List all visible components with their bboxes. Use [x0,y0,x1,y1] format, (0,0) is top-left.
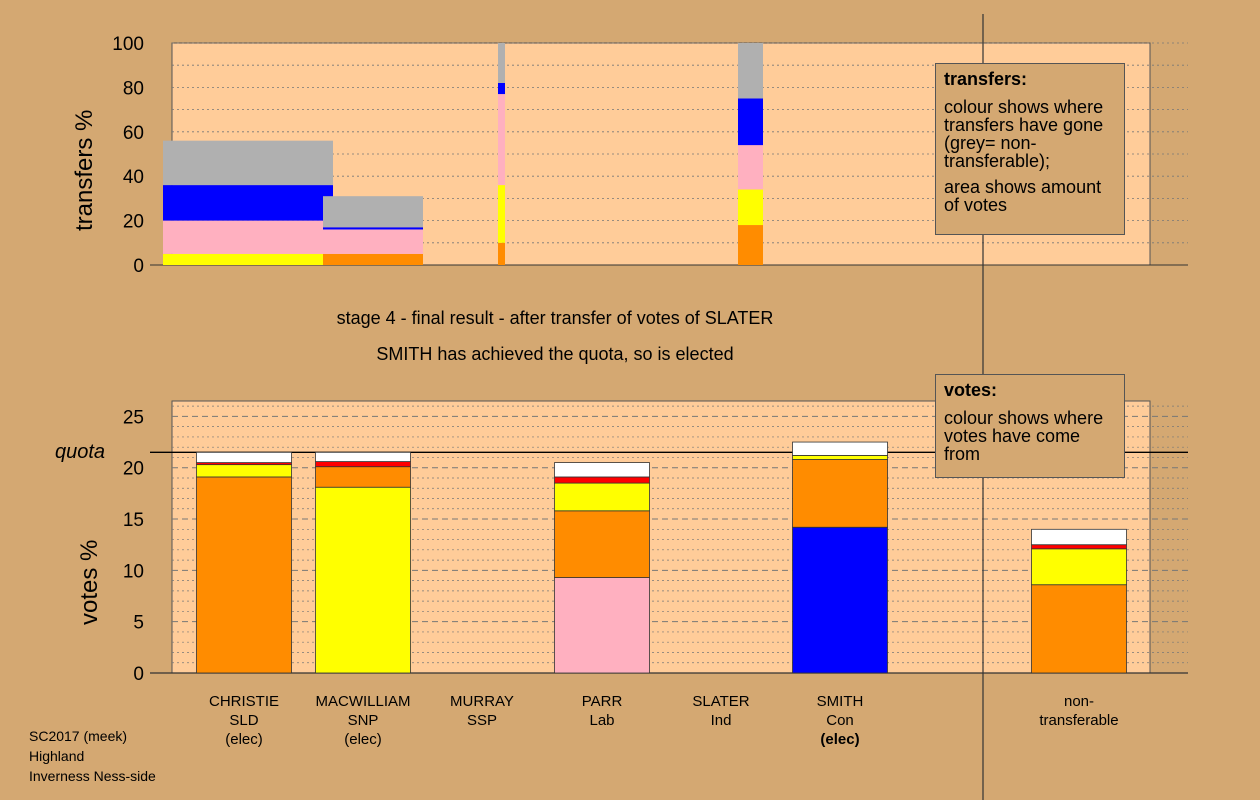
transfers-segment-nontransferable [738,43,763,99]
transfers-segment-nontransferable [163,140,333,186]
candidate-name: PARR [581,693,623,710]
transfers-y-tick-label: 100 [112,34,144,55]
source-line1: SC2017 (meek) [29,728,128,744]
votes-y-tick-label: 20 [123,459,144,480]
transfers-y-tick-label: 60 [123,123,144,144]
candidate-label-parr: PARR Lab [532,692,672,730]
votes-legend: votes: colour shows where votes have com… [935,374,1125,478]
transfers-segment-lab [498,94,505,186]
candidate-status: (elec) [225,731,263,748]
transfers-segment-sld [323,253,423,265]
votes-segment-ssp [554,476,650,484]
votes-segment-sld [554,510,650,578]
votes-segment-lab [554,577,650,674]
source-info: SC2017 (meek) Highland Inverness Ness-si… [29,726,156,786]
transfers-segment-lab [163,220,333,254]
transfers-y-tick-label: 80 [123,78,144,99]
votes-segment-ind [1031,528,1127,546]
votes-legend-heading: votes: [944,380,998,400]
transfers-segment-snp [738,189,763,226]
votes-legend-text1: colour shows where votes have come from [944,408,1104,464]
candidate-label-slater: SLATER Ind [651,692,791,730]
nontransferable-line1: non- [1063,693,1095,710]
transfers-segment-lab [738,145,763,190]
transfers-y-tick-label: 40 [123,167,144,188]
votes-segment-sld [196,476,292,674]
votes-segment-sld [792,459,888,528]
transfers-segment-snp [163,253,333,265]
candidate-party: Lab [589,712,615,729]
transfers-segment-snp [498,185,505,243]
candidate-label-murray: MURRAY SSP [412,692,552,730]
candidate-party: SSP [466,712,497,729]
transfers-legend-text2: area shows amount of votes [944,177,1102,215]
votes-segment-ind [196,451,292,463]
nontransferable-line2: transferable [1039,712,1119,729]
source-line2: Highland [29,748,85,764]
transfers-segment-nontransferable [323,196,423,228]
transfers-segment-sld [738,225,763,265]
votes-y-tick-label: 0 [133,664,144,685]
candidate-party: SNP [347,712,379,729]
transfers-axis-label: transfers % [71,109,98,231]
votes-segment-sld [1031,584,1127,674]
transfers-legend: transfers: colour shows where transfers … [935,63,1125,235]
candidate-party: Ind [710,712,732,729]
transfers-y-tick-label: 0 [133,256,144,277]
quota-label: quota [55,441,106,463]
transfers-y-tick-label: 20 [123,212,144,233]
votes-segment-con [792,526,888,674]
votes-y-tick-label: 25 [123,407,144,428]
candidate-label-macwilliam: MACWILLIAM SNP (elec) [293,692,433,749]
candidate-label-christie: CHRISTIE SLD (elec) [174,692,314,749]
source-line3: Inverness Ness-side [29,768,156,784]
votes-segment-ssp [315,461,411,468]
stage-title: stage 4 - final result - after transfer … [336,308,774,328]
votes-segment-snp [792,454,888,460]
votes-axis-label: votes % [76,539,103,625]
votes-segment-sld [315,466,411,488]
votes-segment-snp [1031,548,1127,586]
candidate-party: SLD [229,712,259,729]
candidate-name: MACWILLIAM [315,693,411,710]
votes-y-tick-label: 15 [123,510,144,531]
votes-segment-ind [792,441,888,456]
candidate-name: SLATER [692,693,750,710]
votes-segment-snp [315,486,411,674]
transfers-segment-sld [498,242,505,265]
transfers-segment-con [498,82,505,95]
candidate-name: CHRISTIE [208,693,279,710]
nontransferable-label: non- transferable [1009,692,1149,730]
votes-segment-ind [554,462,650,478]
transfers-legend-text1: colour shows where transfers have gone (… [944,97,1104,171]
candidate-name: MURRAY [450,693,514,710]
votes-y-tick-label: 5 [133,613,144,634]
transfers-segment-nontransferable [498,43,505,83]
transfers-segment-con [323,227,423,230]
candidate-label-smith: SMITH Con (elec) [770,692,910,749]
candidate-status: (elec) [820,731,860,748]
transfers-segment-lab [323,229,423,254]
transfers-legend-heading: transfers: [944,69,1028,89]
transfers-segment-con [163,185,333,221]
votes-segment-ind [315,451,411,462]
votes-y-tick-label: 10 [123,561,144,582]
stage-subtitle: SMITH has achieved the quota, so is elec… [376,344,734,364]
transfers-segment-con [738,98,763,146]
votes-segment-snp [554,482,650,512]
candidate-name: SMITH [816,693,864,710]
votes-segment-snp [196,464,292,478]
candidate-party: Con [826,712,854,729]
candidate-status: (elec) [344,731,382,748]
votes-segment-ssp [1031,544,1127,550]
